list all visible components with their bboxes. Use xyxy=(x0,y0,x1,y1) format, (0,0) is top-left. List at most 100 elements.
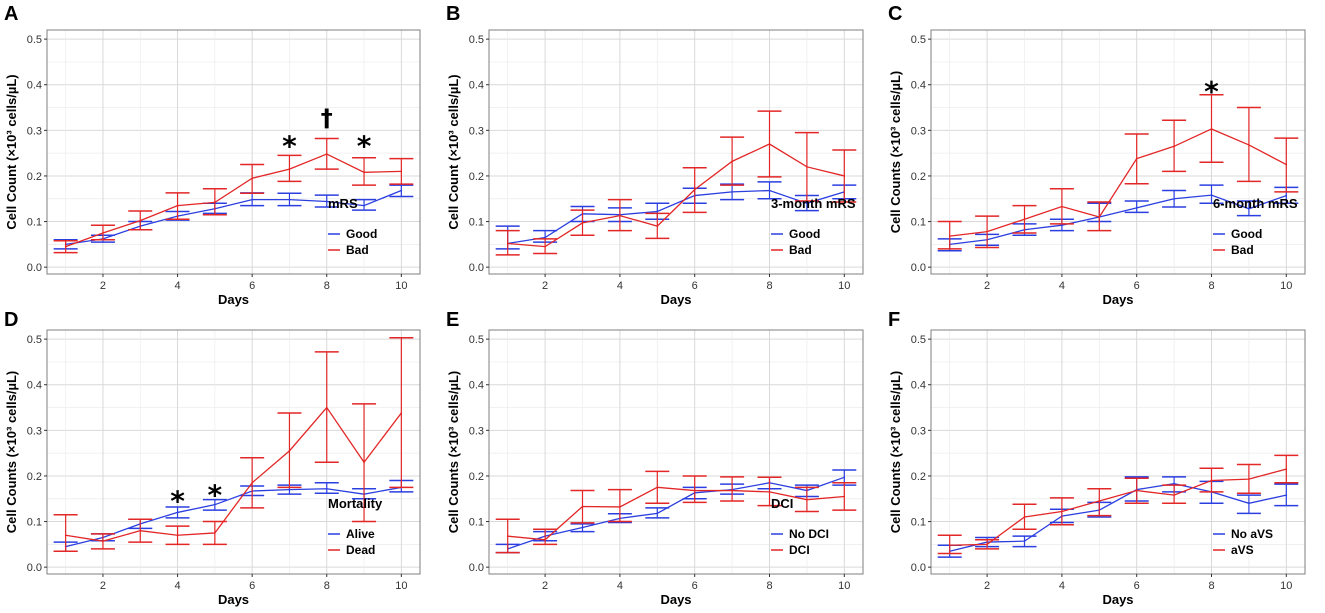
y-tick-label: 0.2 xyxy=(27,471,42,483)
panel-e: 0.0 0.1 0.2 0.3 0.4 0.5 2 4 6 8 10 Days Cell Counts … xyxy=(446,309,864,607)
series-bad xyxy=(53,137,414,254)
mean-line xyxy=(65,189,402,245)
mean-point xyxy=(288,198,291,201)
legend-label: Bad xyxy=(1231,243,1254,257)
y-tick-label: 0.4 xyxy=(27,380,42,392)
y-tick-label: 0.2 xyxy=(469,471,484,483)
x-axis-label: Days xyxy=(218,292,249,307)
mean-point xyxy=(102,232,104,234)
series-dead xyxy=(53,337,414,552)
legend-label: Bad xyxy=(789,243,812,257)
mean-point xyxy=(1135,207,1138,209)
y-axis-label: Cell Counts (×10³ cells/µL) xyxy=(4,371,19,533)
y-axis-label: Cell Counts (×10³ cells/µL) xyxy=(888,71,903,233)
y-axis-label: Cell Counts (×10³ cells/µL) xyxy=(446,371,461,533)
y-tick-label: 0.5 xyxy=(469,34,484,46)
y-tick-label: 0.2 xyxy=(911,471,926,483)
plot-border xyxy=(930,29,1306,275)
y-tick-label: 0.0 xyxy=(469,562,484,574)
mean-line xyxy=(507,476,845,550)
mean-point xyxy=(1285,163,1288,166)
panel-letter: B xyxy=(446,3,460,25)
x-tick-label: 8 xyxy=(766,580,772,592)
x-tick-label: 2 xyxy=(100,580,106,592)
mean-point xyxy=(1023,218,1026,221)
mean-point xyxy=(1210,194,1213,196)
y-tick-label: 0.4 xyxy=(469,80,484,92)
y-tick-label: 0.5 xyxy=(911,334,926,346)
mean-point xyxy=(1248,207,1250,210)
y-tick-label: 0.2 xyxy=(27,171,42,183)
mean-point xyxy=(693,188,696,191)
mean-point xyxy=(656,225,659,227)
mean-point xyxy=(986,230,988,233)
x-tick-label: 4 xyxy=(617,280,623,292)
mean-point xyxy=(1135,157,1138,160)
mean-point xyxy=(176,534,179,537)
mean-point xyxy=(64,245,67,248)
mean-point xyxy=(1173,482,1175,485)
plot-area xyxy=(489,330,863,574)
mean-point xyxy=(1210,128,1213,130)
series-avs xyxy=(937,454,1299,555)
mean-point xyxy=(768,491,771,493)
mean-point xyxy=(581,222,584,224)
series-bad xyxy=(495,110,857,256)
legend: 6-month mRS Good Bad xyxy=(1213,196,1298,257)
plot-area xyxy=(931,330,1305,574)
x-tick-label: 6 xyxy=(249,580,255,592)
legend-label: DCI xyxy=(789,543,810,557)
mean-point xyxy=(656,512,659,515)
x-axis-label: Days xyxy=(218,592,249,607)
mean-line xyxy=(949,128,1287,237)
panel-letter: E xyxy=(446,309,459,331)
mean-point xyxy=(363,171,365,174)
x-tick-label: 10 xyxy=(1280,280,1292,292)
y-tick-label: 0.1 xyxy=(469,217,484,229)
y-tick-label: 0.3 xyxy=(27,125,42,137)
significance-asterisk: * xyxy=(170,484,185,517)
mean-point xyxy=(1061,224,1063,226)
y-tick-label: 0.3 xyxy=(469,425,484,437)
mean-point xyxy=(1061,205,1063,208)
legend: DCI No DCI DCI xyxy=(771,496,829,557)
plot-border xyxy=(46,29,421,275)
mean-point xyxy=(251,481,253,484)
mean-point xyxy=(506,535,509,537)
y-tick-label: 0.3 xyxy=(911,425,926,437)
mean-point xyxy=(806,498,808,501)
mean-point xyxy=(1210,479,1213,482)
plot-border xyxy=(488,29,864,275)
y-tick-label: 0.2 xyxy=(911,171,926,183)
mean-point xyxy=(176,204,179,207)
legend: 3-month mRS Good Bad xyxy=(771,196,856,257)
mean-point xyxy=(843,175,846,177)
y-tick-label: 0.3 xyxy=(469,125,484,137)
x-tick-label: 6 xyxy=(1134,580,1140,592)
mean-line xyxy=(65,406,402,542)
panel-letter: A xyxy=(4,3,18,25)
mean-point xyxy=(64,534,67,537)
mean-point xyxy=(544,245,546,248)
x-tick-label: 6 xyxy=(692,280,698,292)
mean-point xyxy=(363,461,365,464)
x-axis-label: Days xyxy=(1102,292,1133,307)
mean-point xyxy=(325,487,328,490)
mean-point xyxy=(1098,216,1101,218)
mean-point xyxy=(139,219,142,222)
mean-point xyxy=(1023,516,1026,518)
legend-label: Alive xyxy=(346,527,375,541)
x-tick-label: 8 xyxy=(1208,280,1214,292)
legend-title: mRS xyxy=(328,196,358,211)
mean-point xyxy=(768,189,771,192)
mean-point xyxy=(214,532,216,534)
mean-point xyxy=(1248,478,1250,480)
mean-line xyxy=(949,194,1287,246)
panel-a: 0.0 0.1 0.2 0.3 0.4 0.5 2 4 6 8 10 Days Cell Count (… xyxy=(4,3,421,307)
series-dci xyxy=(495,470,857,554)
mean-point xyxy=(325,200,328,203)
mean-line xyxy=(507,486,845,541)
x-tick-label: 2 xyxy=(100,280,106,292)
x-tick-label: 10 xyxy=(395,280,407,292)
